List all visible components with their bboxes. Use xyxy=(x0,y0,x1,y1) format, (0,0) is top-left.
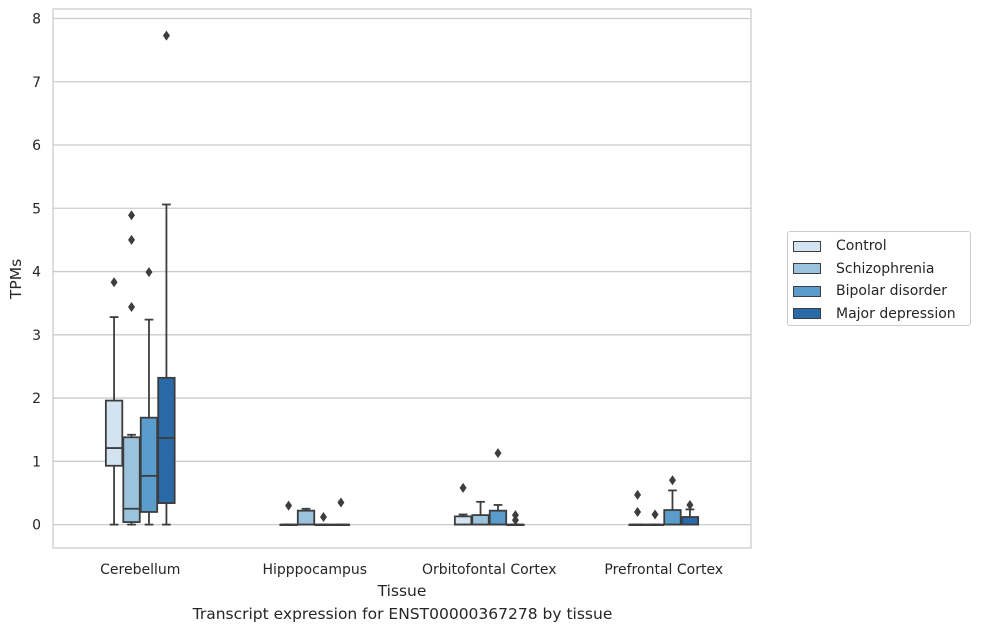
outlier-point xyxy=(128,301,136,312)
y-tick-label: 0 xyxy=(32,518,41,534)
outlier-point xyxy=(634,506,642,517)
box-major-depression xyxy=(680,499,700,526)
y-tick-label: 2 xyxy=(32,391,41,407)
legend-label: Major depression xyxy=(836,305,956,322)
outlier-point xyxy=(511,510,519,521)
box-control xyxy=(104,277,124,526)
outlier-point xyxy=(634,489,642,500)
outlier-point xyxy=(110,277,118,288)
x-tick-label: Orbitofontal Cortex xyxy=(422,562,557,578)
legend: Control Schizophrenia Bipolar disorder Majo… xyxy=(787,231,971,326)
legend-label: Bipolar disorder xyxy=(836,283,948,299)
box-bipolar-disorder xyxy=(314,512,333,526)
box-control xyxy=(453,482,473,526)
legend-item: Bipolar disorder xyxy=(793,281,947,301)
legend-item: Control xyxy=(793,236,887,256)
outlier-point xyxy=(668,475,676,486)
figure-caption: Transcript expression for ENST0000036727… xyxy=(192,605,613,623)
outlier-point xyxy=(128,234,136,245)
box-schizophrenia xyxy=(122,210,141,526)
iqr-box xyxy=(663,509,682,526)
x-tick-label: Hipppocampus xyxy=(262,562,367,578)
y-tick-label: 1 xyxy=(32,454,41,470)
outlier-point xyxy=(686,499,694,510)
y-axis-label: TPMs xyxy=(7,259,25,300)
box-major-depression xyxy=(331,497,351,526)
box-control xyxy=(628,489,647,526)
legend-swatch xyxy=(793,263,821,274)
box-schizophrenia xyxy=(471,500,490,526)
legend-swatch xyxy=(793,308,821,319)
y-tick-label: 5 xyxy=(32,201,41,217)
x-axis-label: Tissue xyxy=(377,582,427,600)
iqr-box xyxy=(680,516,700,526)
y-tick-label: 6 xyxy=(32,138,41,154)
legend-item: Schizophrenia xyxy=(793,259,934,279)
box-bipolar-disorder xyxy=(663,475,682,526)
y-tick-label: 8 xyxy=(32,11,41,27)
legend-label: Control xyxy=(836,238,887,254)
box-schizophrenia xyxy=(645,509,665,526)
iqr-box xyxy=(488,509,508,526)
box-bipolar-disorder xyxy=(139,267,159,526)
outlier-point xyxy=(285,500,293,511)
outlier-point xyxy=(145,267,153,278)
iqr-box xyxy=(471,514,490,526)
x-tick-labels: Cerebellum Hipppocampus Orbitofontal Corte… xyxy=(100,562,723,578)
box-schizophrenia xyxy=(296,507,316,526)
box-control xyxy=(279,500,298,526)
outlier-point xyxy=(162,30,170,41)
outlier-point xyxy=(651,509,659,520)
iqr-box xyxy=(104,399,124,467)
iqr-box xyxy=(453,515,473,526)
box-major-depression xyxy=(157,30,176,526)
y-tick-labels: 0 1 2 3 4 5 6 7 8 xyxy=(32,11,41,533)
x-tick-label: Cerebellum xyxy=(100,562,180,578)
legend-swatch xyxy=(793,240,821,252)
outlier-point xyxy=(128,210,136,221)
legend-swatch xyxy=(793,285,821,297)
plot-marks xyxy=(104,30,700,526)
box-bipolar-disorder xyxy=(488,448,508,526)
legend-label: Schizophrenia xyxy=(836,260,935,277)
outlier-point xyxy=(494,448,502,459)
legend-item: Major depression xyxy=(793,304,956,324)
iqr-box xyxy=(122,436,141,523)
iqr-box xyxy=(296,509,316,526)
box-major-depression xyxy=(506,510,525,526)
outlier-point xyxy=(337,497,345,508)
y-tick-label: 7 xyxy=(32,75,41,91)
outlier-point xyxy=(319,512,327,523)
y-tick-label: 4 xyxy=(32,265,41,281)
y-tick-label: 3 xyxy=(32,328,41,344)
outlier-point xyxy=(511,515,519,526)
x-tick-label: Prefrontal Cortex xyxy=(604,562,723,578)
iqr-box xyxy=(157,376,176,504)
iqr-box xyxy=(139,416,159,513)
plot-area-frame xyxy=(52,8,752,549)
outlier-point xyxy=(459,482,467,493)
